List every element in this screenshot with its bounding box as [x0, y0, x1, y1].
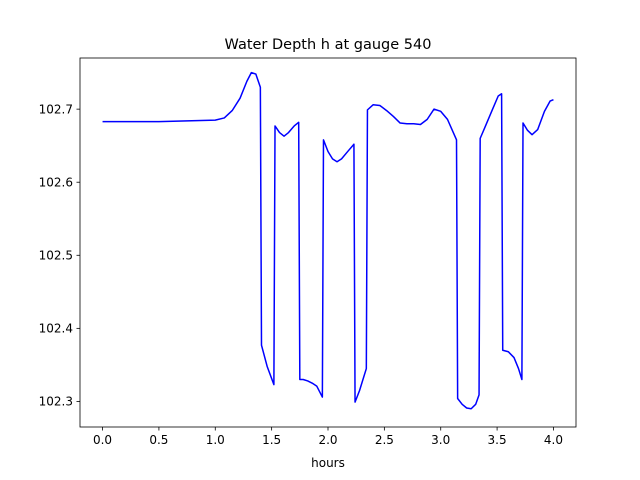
y-tick-label: 102.4	[39, 322, 73, 336]
series-line-0	[102, 71, 554, 410]
chart-title: Water Depth h at gauge 540	[225, 37, 432, 53]
x-tick-label: 0.5	[149, 433, 168, 447]
x-tick-label: 1.0	[206, 433, 225, 447]
plot-area: 0.0 0.5 1.0 1.5 2.0 2.5 3.0 3.5 4.0 102.3 102.4 102…	[39, 57, 577, 447]
x-tick-label: 1.5	[262, 433, 281, 447]
x-tick-label: 3.5	[488, 433, 507, 447]
x-tick-label: 2.5	[375, 433, 394, 447]
x-tick-label: 3.0	[431, 433, 450, 447]
x-tick-label: 0.0	[93, 433, 112, 447]
y-tick-label: 102.5	[39, 249, 73, 263]
x-axis-label: hours	[311, 456, 345, 470]
x-tick-label: 2.0	[318, 433, 337, 447]
y-tick-label: 102.3	[39, 395, 73, 409]
y-tick-label: 102.7	[39, 102, 73, 116]
x-tick-label: 4.0	[544, 433, 563, 447]
y-tick-label: 102.6	[39, 176, 73, 190]
